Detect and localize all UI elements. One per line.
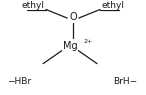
Text: −HBr: −HBr: [7, 77, 31, 86]
Text: 2+: 2+: [84, 39, 93, 44]
Text: O: O: [69, 12, 77, 22]
Text: BrH−: BrH−: [113, 77, 138, 86]
Text: Mg: Mg: [63, 41, 77, 51]
Text: ethyl: ethyl: [102, 1, 125, 10]
Text: ethyl: ethyl: [21, 1, 44, 10]
